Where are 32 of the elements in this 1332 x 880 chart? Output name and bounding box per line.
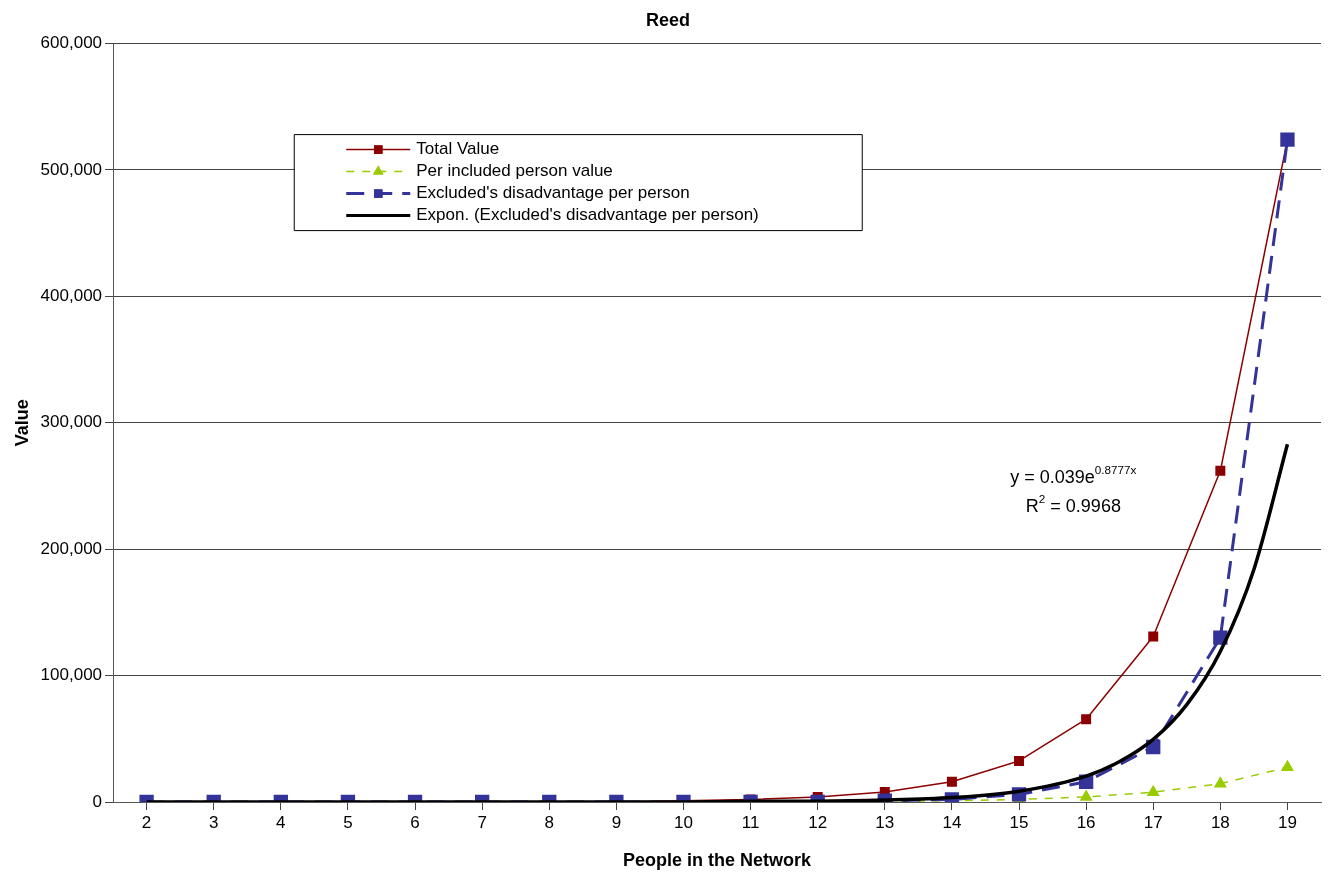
y-tick-label: 400,000 xyxy=(40,286,103,306)
x-tick-label: 15 xyxy=(1009,812,1029,832)
legend-label: Per included person value xyxy=(416,161,613,181)
y-tick-label: 600,000 xyxy=(40,33,103,53)
x-tick-label: 18 xyxy=(1210,812,1230,832)
x-tick-label: 14 xyxy=(942,812,962,832)
x-tick-label: 17 xyxy=(1143,812,1163,832)
y-tick-label: 300,000 xyxy=(40,412,103,432)
legend-label: Excluded's disadvantage per person xyxy=(416,183,690,203)
x-tick-label: 3 xyxy=(208,812,219,832)
y-tick-label: 0 xyxy=(92,791,103,811)
y-tick-label: 100,000 xyxy=(40,665,103,685)
x-tick-label: 13 xyxy=(875,812,895,832)
y-axis-title: Value xyxy=(11,399,32,447)
x-tick-label: 8 xyxy=(544,812,554,832)
legend-label: Total Value xyxy=(416,139,500,159)
chart-title: Reed xyxy=(645,9,691,30)
x-tick-label: 16 xyxy=(1076,812,1096,832)
x-tick-label: 10 xyxy=(674,812,693,832)
x-axis-title: People in the Network xyxy=(623,850,813,871)
y-tick-label: 500,000 xyxy=(40,159,103,179)
x-tick-label: 11 xyxy=(741,812,760,832)
x-tick-label: 5 xyxy=(343,812,353,832)
x-tick-label: 19 xyxy=(1277,812,1297,832)
y-tick-label: 200,000 xyxy=(40,538,103,558)
x-tick-label: 9 xyxy=(611,812,622,832)
x-tick-label: 6 xyxy=(410,812,420,832)
x-tick-label: 2 xyxy=(141,812,152,832)
legend-label: Expon. (Excluded's disadvantage per person) xyxy=(416,205,759,225)
x-tick-label: 12 xyxy=(808,812,828,832)
x-tick-label: 4 xyxy=(276,812,286,832)
x-tick-label: 7 xyxy=(477,812,487,832)
